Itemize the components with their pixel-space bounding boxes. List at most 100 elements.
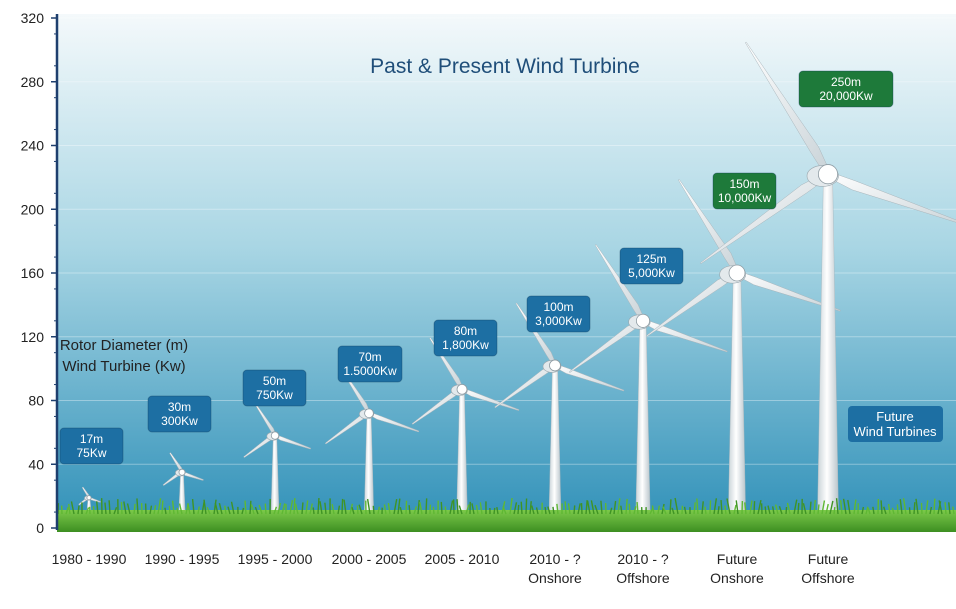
- grass-blade: [214, 502, 219, 515]
- x-tick-label: 1995 - 2000: [238, 551, 313, 567]
- grass-blade: [331, 503, 335, 515]
- grass-blade: [383, 504, 387, 515]
- grass-blade: [68, 503, 71, 515]
- turbine-hub: [549, 359, 561, 372]
- grass-blade: [757, 499, 762, 515]
- grass-blade: [944, 502, 947, 515]
- grass-blade: [925, 500, 929, 515]
- grass-blade: [343, 499, 347, 515]
- grass-blade: [726, 498, 731, 515]
- y-tick-label: 240: [21, 138, 45, 154]
- grass-blade: [835, 498, 839, 515]
- grass-blade: [178, 503, 183, 515]
- grass-blade: [713, 498, 718, 515]
- grass-blade: [915, 498, 919, 515]
- grass-blade: [724, 505, 727, 515]
- grass-blade: [149, 505, 153, 515]
- grass-blade: [952, 506, 955, 515]
- grass-blade: [176, 507, 179, 515]
- grass-blade: [108, 500, 111, 515]
- chart-title: Past & Present Wind Turbine: [370, 55, 640, 78]
- grass-blade: [157, 498, 162, 515]
- data-label-power: 75Kw: [76, 446, 106, 460]
- grass-blade: [465, 504, 470, 515]
- grass-blade: [531, 505, 535, 515]
- grass-blade: [847, 499, 851, 515]
- grass-blade: [123, 501, 127, 515]
- grass-blade: [842, 498, 847, 515]
- grass-blade: [887, 503, 891, 515]
- grass-blade: [493, 507, 496, 515]
- grass-blade: [880, 500, 883, 515]
- data-label-box: [526, 295, 591, 333]
- y-tick-label: 200: [21, 201, 45, 217]
- y-tick-label: 0: [36, 520, 44, 536]
- grass-blade: [764, 506, 767, 515]
- data-label-box: [337, 345, 403, 383]
- grass-blade: [213, 499, 217, 515]
- grass-blade: [544, 507, 547, 515]
- x-tick-label: Future: [717, 551, 758, 567]
- grass-blade: [547, 506, 551, 515]
- x-tick-label: 2010 - ?: [529, 551, 581, 567]
- grass-blade: [168, 505, 171, 515]
- turbine-hub: [364, 408, 374, 419]
- data-label-diameter: 80m: [454, 324, 477, 338]
- y-tick-label: 40: [28, 456, 44, 472]
- grass-blade: [301, 502, 304, 515]
- data-label-box: [59, 427, 124, 465]
- grass-blade: [224, 505, 227, 515]
- turbine: [243, 402, 312, 515]
- grass-blade: [133, 503, 136, 515]
- grass-blade: [309, 503, 313, 515]
- turbine-hub: [86, 495, 92, 501]
- grass-blade: [735, 500, 739, 515]
- grass-blade: [341, 498, 344, 515]
- x-tick-label: 2000 - 2005: [332, 551, 407, 567]
- grass-blade: [393, 499, 398, 515]
- grass-blade: [872, 506, 875, 515]
- grass-blade: [413, 506, 418, 515]
- data-label-diameter: 150m: [729, 177, 759, 191]
- grass-blade: [496, 507, 499, 515]
- grass-blade: [126, 503, 131, 515]
- data-label-box: [712, 172, 777, 210]
- data-label-power: 10,000Kw: [718, 191, 772, 205]
- grass-blade: [809, 501, 812, 515]
- turbines: [78, 41, 956, 515]
- x-tick-label: 1990 - 1995: [145, 551, 220, 567]
- grass-blade: [317, 498, 320, 515]
- grass-blade: [187, 503, 191, 515]
- grass-blade: [254, 506, 259, 515]
- x-tick-label: Future: [808, 551, 849, 567]
- grass-blade: [349, 503, 354, 515]
- future-annotation-box: [848, 406, 943, 442]
- grass-blade: [440, 501, 443, 515]
- grass-blade: [704, 506, 707, 515]
- grass-blade: [264, 503, 267, 515]
- grass-blade: [337, 505, 341, 515]
- data-label-box: [242, 369, 307, 407]
- grass-blades: [57, 497, 955, 515]
- grass-blade: [867, 507, 871, 515]
- data-label-power: 300Kw: [161, 414, 198, 428]
- grass-blade: [556, 503, 559, 515]
- grass-blade: [785, 506, 788, 515]
- grass-blade: [65, 506, 69, 515]
- grass-blade: [585, 500, 588, 515]
- y-tick-label: 280: [21, 74, 45, 90]
- grass-blade: [938, 500, 943, 515]
- grass-blade: [778, 506, 783, 515]
- grass: [57, 510, 956, 532]
- grass-blade: [594, 504, 599, 515]
- y-tick-label: 120: [21, 329, 45, 345]
- grass-blade: [813, 500, 816, 515]
- turbine-hub: [728, 264, 746, 282]
- grass-blade: [600, 500, 603, 515]
- grass-blade: [701, 501, 704, 515]
- grass-blade: [636, 502, 639, 515]
